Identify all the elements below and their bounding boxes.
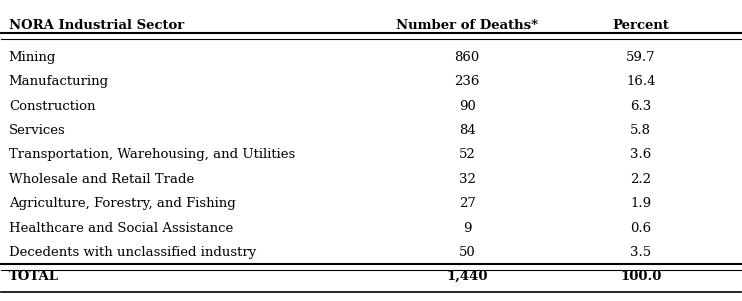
Text: Healthcare and Social Assistance: Healthcare and Social Assistance bbox=[9, 222, 233, 235]
Text: 9: 9 bbox=[463, 222, 471, 235]
Text: 3.5: 3.5 bbox=[630, 246, 651, 259]
Text: Agriculture, Forestry, and Fishing: Agriculture, Forestry, and Fishing bbox=[9, 197, 235, 210]
Text: Number of Deaths*: Number of Deaths* bbox=[396, 19, 538, 32]
Text: Decedents with unclassified industry: Decedents with unclassified industry bbox=[9, 246, 256, 259]
Text: 0.6: 0.6 bbox=[630, 222, 651, 235]
Text: 5.8: 5.8 bbox=[630, 124, 651, 137]
Text: NORA Industrial Sector: NORA Industrial Sector bbox=[9, 19, 184, 32]
Text: 27: 27 bbox=[459, 197, 476, 210]
Text: 90: 90 bbox=[459, 100, 476, 113]
Text: 32: 32 bbox=[459, 173, 476, 186]
Text: Mining: Mining bbox=[9, 51, 56, 64]
Text: 52: 52 bbox=[459, 148, 476, 161]
Text: Services: Services bbox=[9, 124, 65, 137]
Text: Manufacturing: Manufacturing bbox=[9, 75, 109, 88]
Text: Transportation, Warehousing, and Utilities: Transportation, Warehousing, and Utiliti… bbox=[9, 148, 295, 161]
Text: 16.4: 16.4 bbox=[626, 75, 656, 88]
Text: 6.3: 6.3 bbox=[630, 100, 651, 113]
Text: Wholesale and Retail Trade: Wholesale and Retail Trade bbox=[9, 173, 194, 186]
Text: Percent: Percent bbox=[612, 19, 669, 32]
Text: 860: 860 bbox=[454, 51, 480, 64]
Text: 59.7: 59.7 bbox=[626, 51, 656, 64]
Text: 236: 236 bbox=[454, 75, 480, 88]
Text: 100.0: 100.0 bbox=[620, 270, 662, 283]
Text: Construction: Construction bbox=[9, 100, 95, 113]
Text: 2.2: 2.2 bbox=[630, 173, 651, 186]
Text: 50: 50 bbox=[459, 246, 476, 259]
Text: 1,440: 1,440 bbox=[447, 270, 487, 283]
Text: 84: 84 bbox=[459, 124, 476, 137]
Text: TOTAL: TOTAL bbox=[9, 270, 59, 283]
Text: 3.6: 3.6 bbox=[630, 148, 651, 161]
Text: 1.9: 1.9 bbox=[630, 197, 651, 210]
